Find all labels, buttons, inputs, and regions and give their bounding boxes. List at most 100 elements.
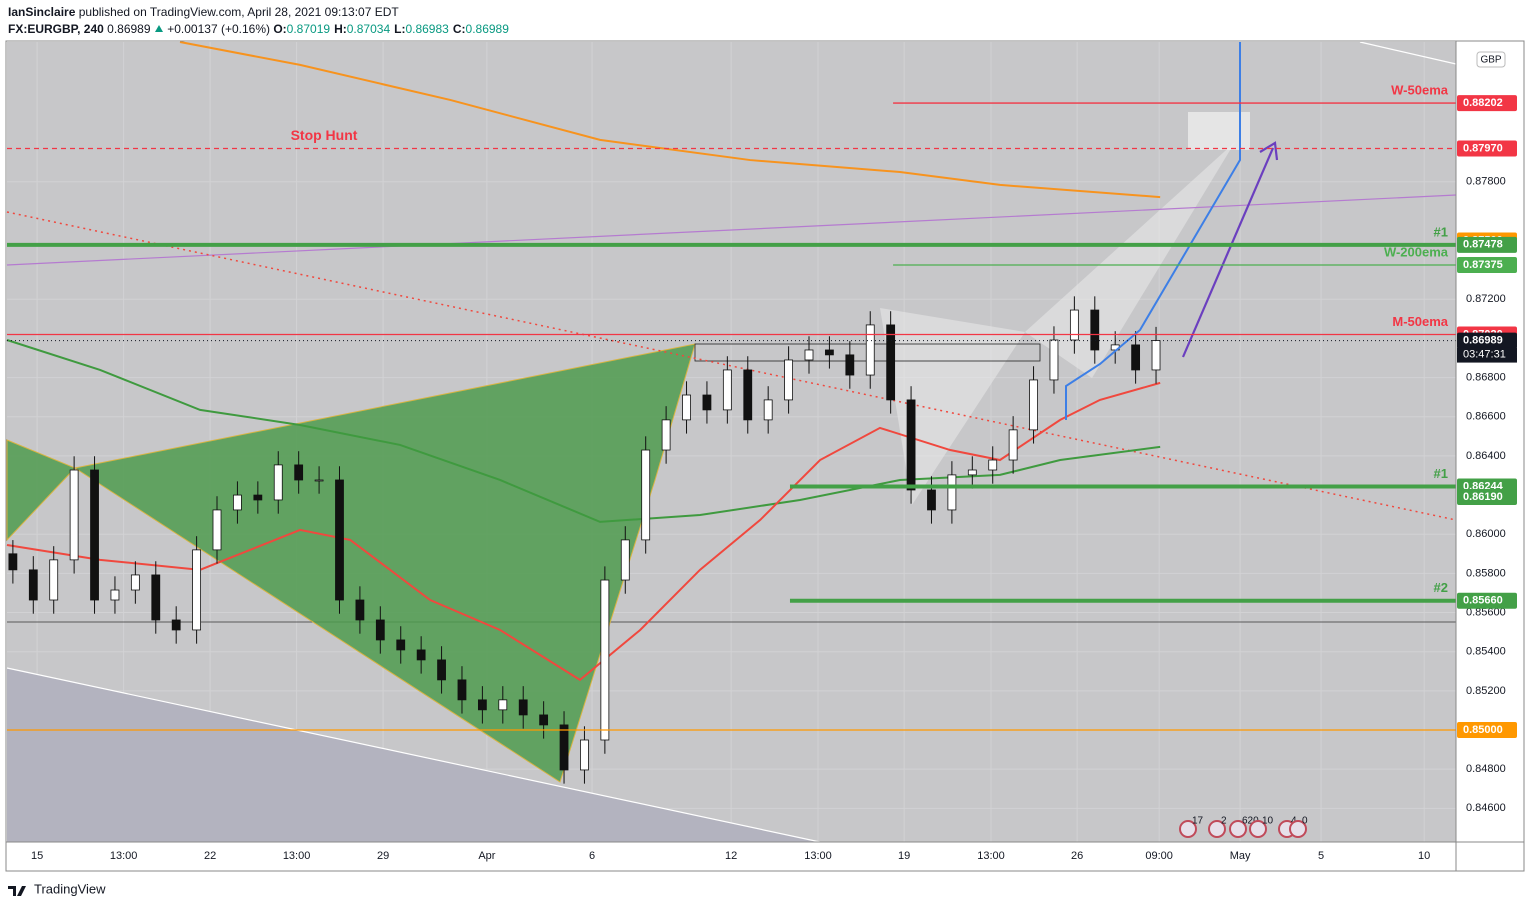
publish-line: IanSinclaire published on TradingView.co… xyxy=(8,5,399,19)
event-count: 620 xyxy=(1242,816,1259,827)
candle-body xyxy=(845,354,855,376)
symbol-line: FX:EURGBP, 240 0.86989 +0.00137 (+0.16%)… xyxy=(8,22,513,36)
candle-body xyxy=(580,739,589,771)
time-axis xyxy=(7,842,1456,871)
candle-body xyxy=(416,649,426,661)
event-count: 2 xyxy=(1221,816,1227,827)
level-note: Stop Hunt xyxy=(291,127,358,143)
candle-body xyxy=(743,369,753,421)
brand: TradingView xyxy=(34,881,106,896)
candles xyxy=(8,296,1161,784)
ohlc-key: H: xyxy=(334,22,347,36)
candle-body xyxy=(804,349,814,361)
symbol: FX:EURGBP, 240 xyxy=(8,22,104,36)
candle-body xyxy=(947,474,957,511)
trend-line xyxy=(6,194,1457,266)
candle-body xyxy=(294,464,304,481)
price-label: 0.85660 xyxy=(1463,595,1503,607)
ohlc: O:0.87019 H:0.87034 L:0.86983 C:0.86989 xyxy=(273,22,513,36)
candle-body xyxy=(539,714,549,726)
ohlc-value: 0.87019 xyxy=(286,22,331,36)
candle-body xyxy=(825,349,834,356)
y-tick-label: 0.85200 xyxy=(1466,685,1506,697)
price-label: 0.87970 xyxy=(1463,142,1503,154)
candle-body xyxy=(90,469,99,601)
currency: GBP xyxy=(1480,55,1501,66)
arrow-head xyxy=(1259,141,1279,161)
candle-body xyxy=(702,394,712,411)
candle-body xyxy=(192,549,202,631)
candle-body xyxy=(518,699,528,716)
countdown-box xyxy=(1457,347,1517,363)
event-icon xyxy=(1249,820,1267,838)
projection-path xyxy=(1065,42,1241,420)
candle-body xyxy=(375,619,385,641)
price-label: 0.85000 xyxy=(1463,724,1503,736)
x-tick-label: 13:00 xyxy=(283,850,311,862)
candle-body xyxy=(477,699,487,711)
price-label-box xyxy=(1457,489,1517,506)
candle-body xyxy=(28,569,38,601)
currency-badge xyxy=(1476,51,1506,68)
event-count: 17 xyxy=(1192,816,1204,827)
y-tick-label: 0.86800 xyxy=(1466,371,1506,383)
candle-body xyxy=(682,394,691,421)
event-count: 0 xyxy=(1302,816,1308,827)
candle-body xyxy=(8,553,18,571)
y-tick-label: 0.85800 xyxy=(1466,567,1506,579)
price-label: 0.86989 xyxy=(1463,334,1503,346)
candle-body xyxy=(927,489,936,511)
candle-body xyxy=(49,559,59,601)
y-tick-label: 0.84800 xyxy=(1466,763,1506,775)
channel-line xyxy=(1359,41,1457,65)
level-note: W-50ema xyxy=(1391,83,1449,98)
publisher: IanSinclaire xyxy=(8,5,76,19)
projection-arrow xyxy=(1181,147,1275,358)
candle-body xyxy=(110,589,120,601)
ohlc-value: 0.86989 xyxy=(465,22,509,36)
x-tick-label: Apr xyxy=(478,850,495,862)
candle-body xyxy=(314,479,324,482)
price-label-box xyxy=(1457,236,1517,253)
candle-body xyxy=(559,724,569,771)
trend-line xyxy=(6,211,1457,521)
price-label-box xyxy=(1457,257,1517,274)
x-tick-label: 13:00 xyxy=(977,850,1005,862)
ohlc-key: L: xyxy=(394,22,406,36)
price-label: 0.87478 xyxy=(1463,239,1503,251)
candle-body xyxy=(1151,340,1161,371)
level-note: #2 xyxy=(1434,580,1448,595)
candle-body xyxy=(1090,309,1100,351)
candle-body xyxy=(865,324,875,376)
level-note: #1 xyxy=(1434,466,1448,481)
levels: W-50ema Stop Hunt #1 W-200ema M-50ema #1 #2 xyxy=(7,83,1456,731)
candle-body xyxy=(498,699,508,711)
candle-body xyxy=(661,419,671,451)
candle-body xyxy=(396,639,406,651)
x-tick-label: 22 xyxy=(204,850,216,862)
candle-body xyxy=(233,494,242,511)
candle-body xyxy=(1029,379,1038,431)
candle-body xyxy=(253,494,263,501)
candle-body xyxy=(151,574,161,621)
candle-body xyxy=(886,324,896,401)
y-tick-label: 0.87800 xyxy=(1466,176,1506,188)
price-label-box xyxy=(1457,332,1517,349)
pattern xyxy=(880,308,1025,505)
countdown: 03:47:31 xyxy=(1463,348,1506,360)
y-tick-label: 0.85400 xyxy=(1466,646,1506,658)
x-tick-label: 19 xyxy=(898,850,910,862)
candle-body xyxy=(967,469,977,476)
ohlc-value: 0.86983 xyxy=(405,22,449,36)
candle-body xyxy=(906,399,916,491)
ohlc-key: O: xyxy=(273,22,287,36)
change: +0.00137 (+0.16%) xyxy=(167,22,270,36)
candle-body xyxy=(457,679,467,701)
candle-body xyxy=(130,574,140,591)
price-label: 0.87375 xyxy=(1463,259,1503,271)
x-tick-label: 29 xyxy=(377,850,389,862)
price-label-box xyxy=(1457,140,1517,157)
channel-line xyxy=(6,667,821,843)
candle-body xyxy=(273,464,283,501)
